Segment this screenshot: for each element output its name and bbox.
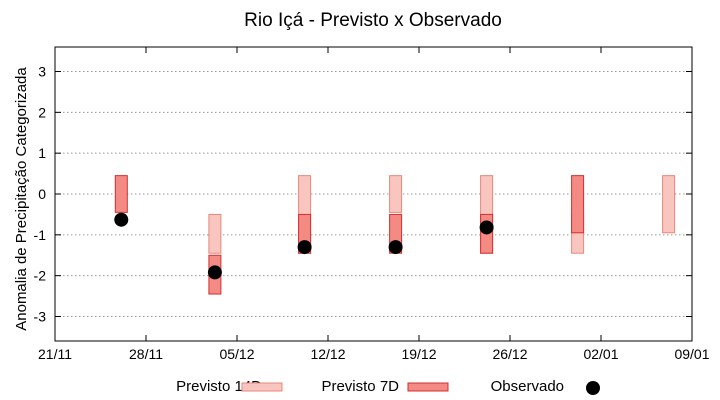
bar-previsto-14d (389, 175, 403, 213)
legend-label-observado: Observado (491, 378, 564, 395)
x-tick-label: 05/12 (219, 346, 254, 362)
bar-previsto-7d (114, 175, 128, 213)
legend-label-previsto-7d: Previsto 7D (321, 378, 399, 395)
point-observado (297, 240, 312, 255)
legend-label-previsto-14d: Previsto 14D (176, 378, 262, 395)
series-observado (114, 212, 494, 280)
x-tick-label: 26/12 (492, 346, 527, 362)
point-observado (388, 240, 403, 255)
x-tick-label: 21/11 (38, 346, 72, 362)
bar-previsto-14d (662, 175, 676, 234)
point-observado (207, 265, 222, 280)
axes: -3 -2 -1 0 1 2 3 21/11 28/11 05/12 12/12 19/12 26/12… (34, 47, 710, 362)
bar-previsto-7d (571, 175, 585, 234)
gridlines (55, 71, 692, 317)
y-tick-label: 2 (38, 104, 46, 120)
x-tick-label: 28/11 (129, 346, 163, 362)
legend-swatch-previsto-14d (241, 382, 283, 392)
y-tick-label: 1 (38, 145, 46, 161)
y-tick-label: -1 (34, 227, 47, 243)
series-previsto-14d (208, 175, 676, 254)
y-tick-label: 0 (38, 186, 46, 202)
series-previsto-7d (114, 175, 585, 295)
y-axis-label: Anomalia de Precipitação Categorizada (13, 67, 30, 331)
chart-title: Rio Içá - Previsto x Observado (244, 10, 502, 31)
legend-marker-observado (586, 381, 600, 395)
x-tick-label: 12/12 (310, 346, 345, 362)
point-observado (114, 212, 129, 227)
legend-swatch-previsto-7d (407, 382, 449, 392)
x-tick-label: 02/01 (583, 346, 618, 362)
point-observado (479, 220, 494, 235)
x-tick-label: 19/12 (401, 346, 436, 362)
bar-previsto-14d (208, 213, 222, 254)
x-tick-label: 09/01 (674, 346, 709, 362)
y-tick-label: 3 (38, 64, 46, 80)
y-tick-label: -3 (34, 309, 47, 325)
legend: Previsto 14D Previsto 7D Observado (176, 378, 600, 395)
y-tick-label: -2 (34, 268, 47, 284)
